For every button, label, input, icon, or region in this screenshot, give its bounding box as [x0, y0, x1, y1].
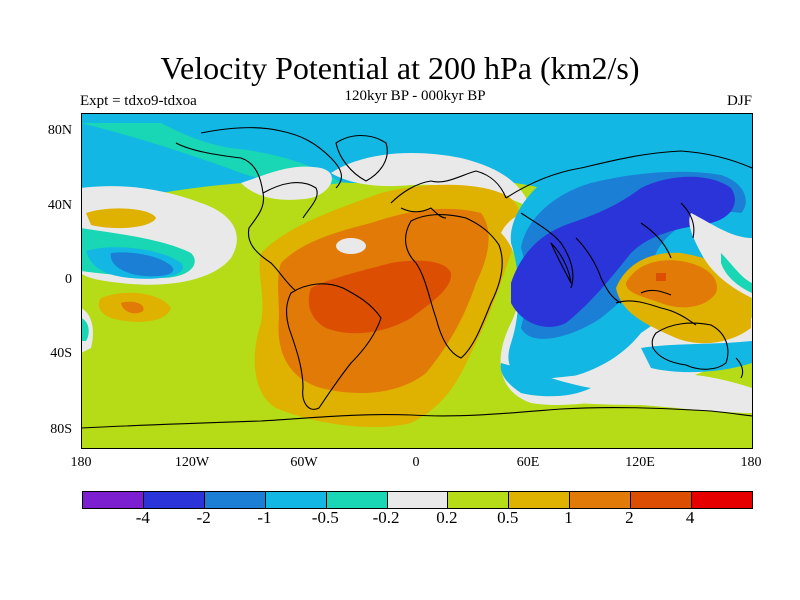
coast-greenland: [335, 134, 388, 182]
colorbar-label: 4: [685, 508, 695, 527]
lon-tick-label: 60E: [516, 455, 540, 470]
colorbar-label: 2: [625, 508, 634, 527]
velocity-potential-map: [81, 113, 752, 448]
coast-antarctica: [81, 406, 752, 429]
lat-tick-label: 80S: [50, 422, 72, 437]
lon-tick-label: 0: [412, 455, 420, 470]
colorbar-label: -2: [196, 508, 211, 527]
field-south-grey: [531, 372, 752, 413]
lat-tick-label: 0: [65, 272, 72, 287]
field-sp-teal: [81, 318, 89, 341]
colorbar-label: 0.2: [436, 508, 458, 527]
field-sp-orange2: [121, 301, 144, 314]
coast-europe: [390, 170, 507, 219]
lat-tick-label: 80N: [47, 123, 72, 138]
experiment-label: Expt = tdxo9-tdxoa: [80, 93, 197, 109]
field-dateline-teal: [721, 253, 752, 293]
coast-africa: [405, 214, 503, 359]
plot-title: Velocity Potential at 200 hPa (km2/s): [160, 50, 640, 86]
field-grey-hole: [336, 238, 366, 254]
colorbar-box: [631, 492, 693, 508]
field-wp-red: [656, 273, 666, 281]
field-east-deepblue: [511, 176, 735, 327]
coast-south-america: [286, 283, 382, 410]
coast-north-america: [175, 127, 342, 292]
field-pacific-blue: [110, 252, 174, 277]
colorbar-box: [265, 492, 327, 508]
lon-tick-label: 120W: [174, 455, 210, 470]
colorbar-box: [204, 492, 266, 508]
field-south-cyan2: [500, 363, 591, 397]
colorbar-label: -1: [257, 508, 272, 527]
lat-tick-label: 40N: [47, 198, 72, 213]
season-label: DJF: [726, 93, 752, 109]
lon-tick-label: 180: [740, 455, 762, 470]
colorbar-box: [509, 492, 571, 508]
colorbar: [82, 491, 753, 509]
plot-subtitle: 120kyr BP - 000kyr BP: [344, 88, 486, 104]
lon-tick-label: 60W: [290, 455, 318, 470]
coast-australia: [651, 322, 729, 370]
colorbar-box: [143, 492, 205, 508]
colorbar-box: [387, 492, 449, 508]
coastlines: [81, 127, 752, 429]
colorbar-box: [448, 492, 510, 508]
lon-tick-label: 180: [70, 455, 92, 470]
colorbar-box: [326, 492, 388, 508]
coast-asia: [505, 150, 752, 304]
colorbar-label: -0.2: [372, 508, 400, 527]
colorbar-box: [692, 492, 752, 508]
colorbar-label: -4: [135, 508, 150, 527]
lat-tick-label: 40S: [50, 346, 72, 361]
colorbar-label: -0.5: [311, 508, 339, 527]
coast-nz: [735, 357, 744, 379]
coast-indonesia: [615, 289, 697, 326]
field-np-orange: [86, 208, 156, 229]
colorbar-box: [83, 492, 144, 508]
lon-tick-label: 120E: [625, 455, 655, 470]
coast-india: [550, 242, 572, 284]
colorbar-label: 1: [564, 508, 573, 527]
colorbar-box: [570, 492, 632, 508]
field-wp-orange: [626, 260, 717, 308]
field-atl-red: [308, 260, 452, 334]
colorbar-label: 0.5: [497, 508, 519, 527]
